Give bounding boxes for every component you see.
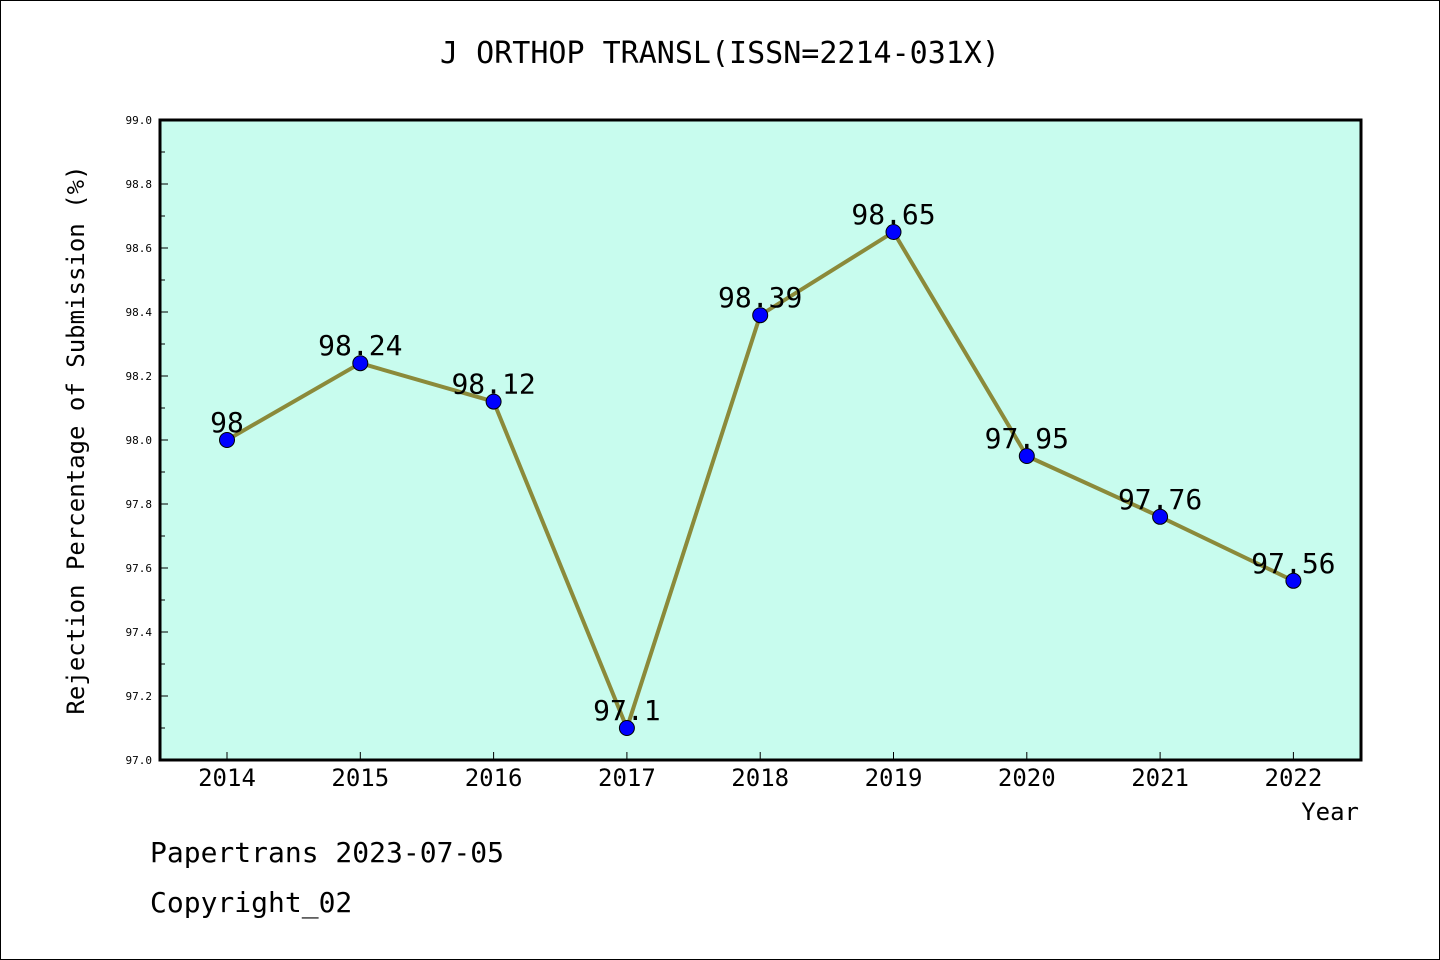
data-label: 97.95	[985, 422, 1069, 455]
data-label: 98.39	[718, 281, 802, 314]
data-point	[885, 224, 902, 240]
x-tick-label: 2021	[1131, 764, 1189, 792]
y-tick-label: 97.2	[126, 690, 153, 703]
footer-copyright: Copyright_02	[150, 886, 353, 919]
x-tick-label: 2020	[998, 764, 1056, 792]
data-label: 97.1	[593, 694, 660, 727]
plot-area	[160, 120, 1361, 760]
x-axis-label: Year	[1301, 798, 1359, 826]
x-tick-label: 2018	[731, 764, 789, 792]
data-point	[485, 393, 502, 410]
y-tick-label: 97.8	[126, 498, 153, 511]
y-tick-label: 98.2	[126, 370, 153, 383]
x-tick-label: 2017	[598, 764, 656, 792]
chart-title: J ORTHOP TRANSL(ISSN=2214-031X)	[440, 36, 1000, 71]
data-label: 97.76	[1118, 483, 1202, 516]
x-tick-label: 2014	[198, 764, 256, 792]
data-label: 98	[210, 406, 244, 439]
data-point	[752, 307, 769, 324]
y-tick-label: 98.8	[126, 178, 153, 191]
data-point	[1285, 572, 1302, 589]
x-tick-label: 2015	[331, 764, 389, 792]
plot-border	[158, 118, 1363, 762]
y-tick-label: 98.4	[126, 306, 153, 319]
x-tick-label: 2016	[465, 764, 523, 792]
data-point	[219, 432, 235, 448]
data-label: 98.12	[451, 368, 535, 401]
y-tick-label: 97.0	[126, 754, 153, 767]
data-label: 97.56	[1251, 547, 1335, 580]
y-tick-label: 98.6	[126, 242, 153, 255]
footer-source: Papertrans 2023-07-05	[150, 836, 505, 869]
data-label: 98.65	[851, 198, 935, 231]
data-label: 98.24	[318, 329, 402, 362]
y-tick-label: 97.6	[126, 562, 153, 575]
data-point	[1018, 448, 1035, 464]
data-point	[1152, 508, 1169, 525]
y-tick-label: 99.0	[126, 114, 153, 127]
y-axis-label: Rejection Percentage of Submission (%)	[62, 165, 90, 714]
y-tick-label: 98.0	[126, 434, 153, 447]
data-point	[618, 720, 635, 736]
y-tick-label: 97.4	[126, 626, 153, 639]
x-tick-label: 2019	[865, 764, 923, 792]
x-tick-label: 2022	[1265, 764, 1323, 792]
data-point	[352, 355, 369, 372]
